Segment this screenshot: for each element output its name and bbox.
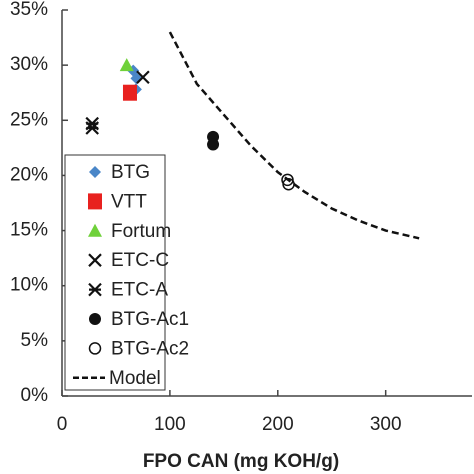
marker-shape	[88, 342, 102, 355]
point	[85, 121, 99, 135]
marker-shape	[88, 282, 102, 297]
x-tick-label: 0	[57, 414, 68, 435]
point	[136, 70, 150, 85]
x-tick-label: 300	[370, 414, 402, 435]
point	[207, 138, 220, 151]
legend-label: BTG-Ac1	[111, 309, 189, 330]
marker-shape	[88, 253, 102, 267]
legend-box	[64, 154, 166, 391]
x-axis-label: FPO CAN (mg KOH/g)	[143, 451, 339, 472]
y-tick-label: 35%	[10, 0, 48, 20]
y-tick-label: 10%	[10, 275, 48, 296]
marker-shape	[207, 138, 220, 151]
legend-label: VTT	[111, 191, 147, 212]
marker-shape	[88, 223, 102, 237]
legend-label: BTG	[111, 162, 150, 183]
x-tick-label: 100	[154, 414, 186, 435]
legend-swatch	[88, 223, 102, 237]
x-tick-label: 200	[262, 414, 294, 435]
y-tick-label: 5%	[21, 330, 49, 351]
legend-swatch	[89, 313, 101, 325]
y-tick-label: 20%	[10, 164, 48, 185]
marker-shape	[119, 58, 134, 72]
legend-label: ETC-A	[111, 280, 168, 301]
legend-swatch	[88, 342, 102, 355]
marker-shape	[136, 70, 150, 85]
legend-label: BTG-Ac2	[111, 338, 189, 359]
marker-shape	[85, 121, 99, 135]
legend-label: Fortum	[111, 221, 171, 242]
y-tick-label: 25%	[10, 109, 48, 130]
legend-swatch	[88, 253, 102, 267]
legend-label: ETC-C	[111, 250, 169, 271]
marker-shape	[89, 313, 101, 325]
legend-swatch	[88, 193, 102, 210]
legend-label: Model	[109, 368, 161, 389]
marker-shape	[89, 166, 101, 178]
model-line	[168, 31, 420, 240]
marker-shape	[88, 193, 102, 210]
y-tick-label: 0%	[21, 385, 49, 406]
legend-swatch	[88, 282, 102, 297]
y-tick-label: 15%	[10, 220, 48, 241]
point	[122, 84, 137, 101]
legend-swatch	[89, 166, 101, 178]
marker-shape	[122, 84, 137, 101]
point	[119, 58, 134, 72]
y-tick-label: 30%	[10, 54, 48, 75]
